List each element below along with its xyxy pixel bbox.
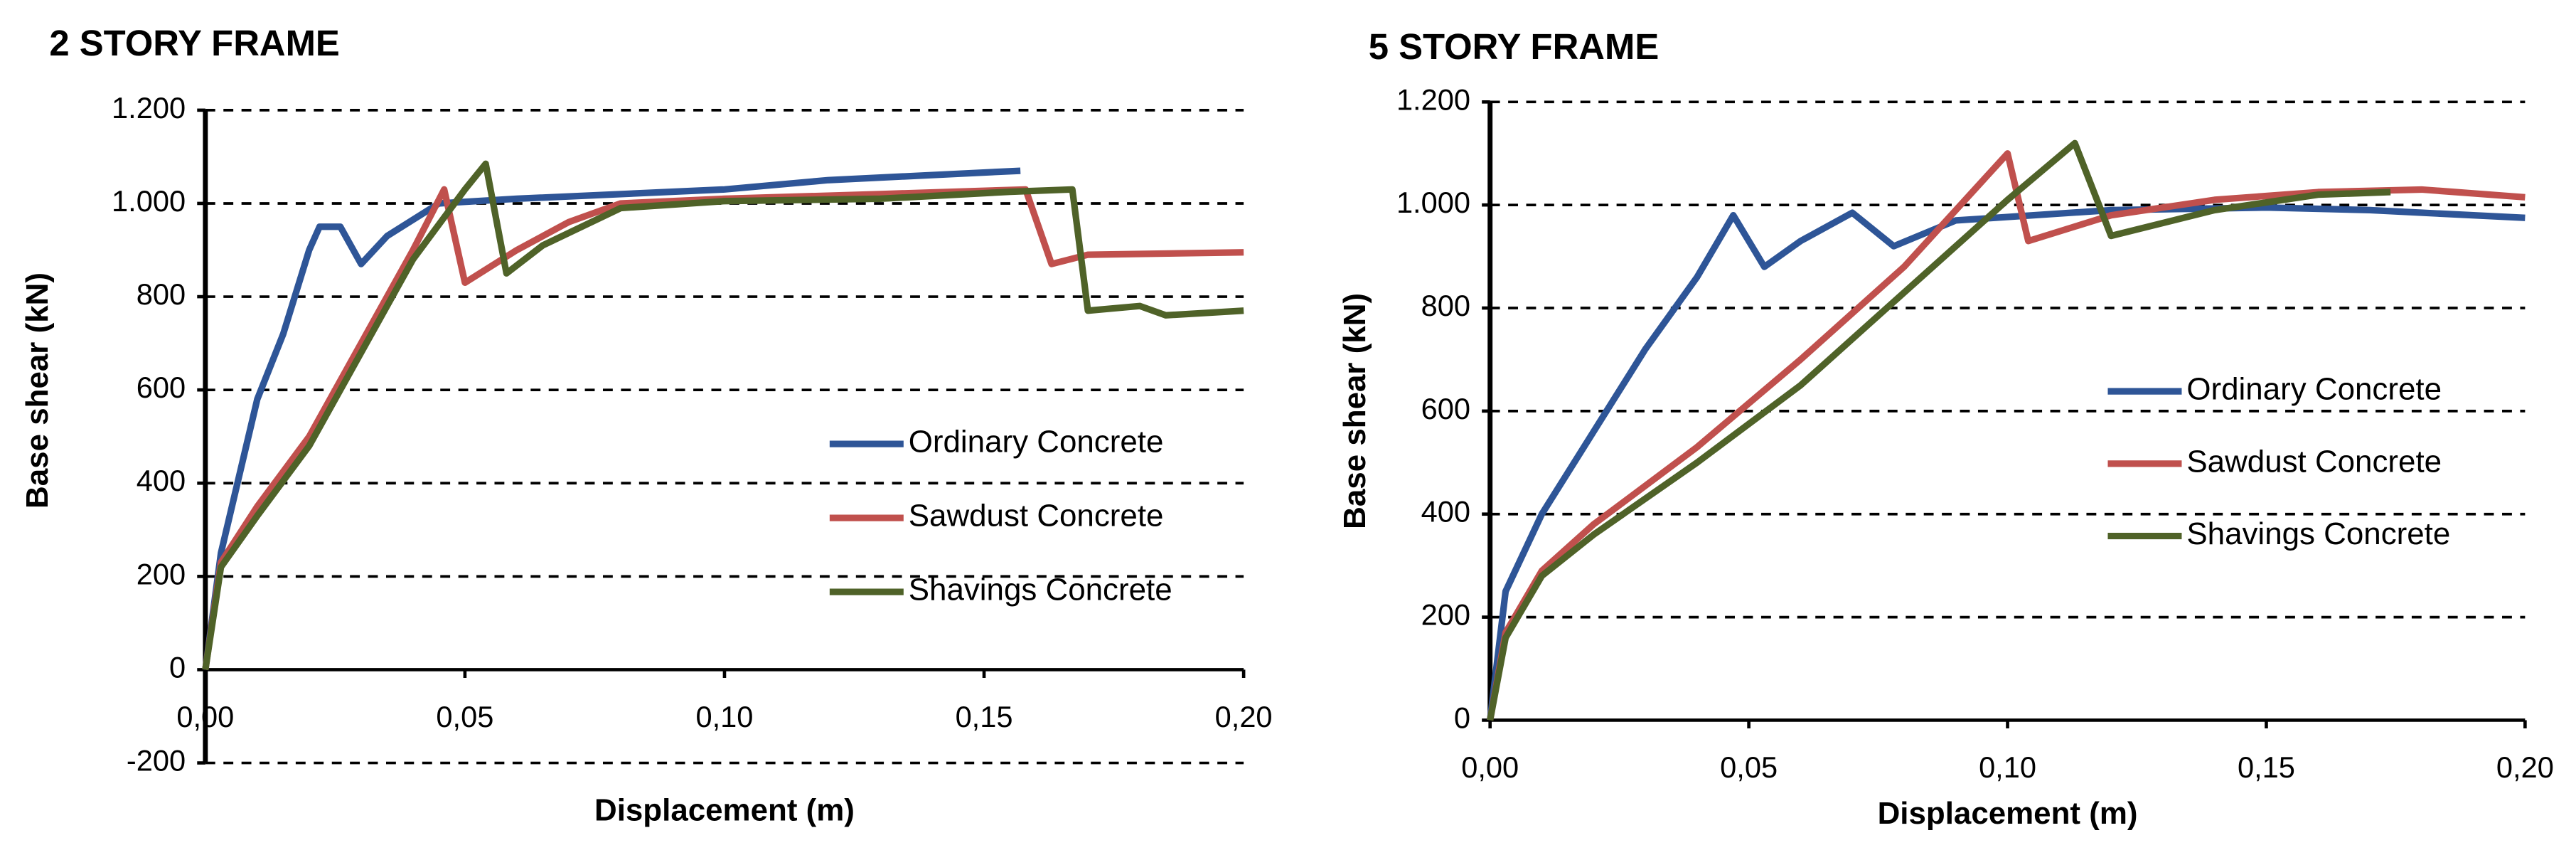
y-tick-label: 400: [1421, 495, 1470, 529]
series-line: [1487, 139, 2391, 721]
y-tick-label: -200: [127, 744, 186, 777]
series-line: [1487, 204, 2526, 721]
y-axis-title: Base shear (kN): [20, 272, 55, 509]
y-tick-label: 0: [169, 650, 186, 684]
legend-label: Shavings Concrete: [2186, 516, 2450, 551]
x-tick-label: 0,10: [1979, 750, 2036, 784]
y-tick-label: 800: [1421, 289, 1470, 322]
legend-label: Sawdust Concrete: [2186, 444, 2442, 479]
y-tick-label: 200: [137, 557, 186, 590]
x-tick-label: 0,20: [2496, 750, 2554, 784]
y-tick-label: 1.200: [1396, 83, 1470, 116]
y-tick-label: 600: [1421, 392, 1470, 425]
chart-title: 5 STORY FRAME: [1369, 26, 1660, 67]
y-tick-label: 1.000: [112, 184, 186, 218]
y-tick-label: 600: [137, 371, 186, 404]
y-tick-label: 1.000: [1396, 186, 1470, 219]
x-tick-label: 0,15: [2238, 750, 2295, 784]
series-line: [202, 186, 1244, 671]
series-line: [1487, 150, 2526, 721]
chart-title: 2 STORY FRAME: [49, 23, 340, 63]
x-tick-label: 0,00: [1461, 750, 1519, 784]
y-tick-label: 400: [137, 464, 186, 497]
x-axis-title: Displacement (m): [594, 792, 855, 827]
x-axis-title: Displacement (m): [1878, 796, 2138, 831]
y-tick-label: 200: [1421, 598, 1470, 632]
y-tick-label: 1.200: [112, 91, 186, 124]
legend-label: Ordinary Concrete: [2186, 372, 2442, 407]
x-tick-label: 0,05: [436, 700, 493, 733]
x-tick-label: 0,15: [956, 700, 1013, 733]
series-line: [202, 167, 1021, 671]
x-tick-label: 0,10: [696, 700, 754, 733]
legend-label: Shavings Concrete: [909, 573, 1172, 607]
legend-label: Sawdust Concrete: [909, 499, 1164, 533]
y-axis-title: Base shear (kN): [1337, 293, 1372, 529]
y-tick-label: 800: [137, 277, 186, 311]
x-tick-label: 0,05: [1720, 750, 1778, 784]
legend-label: Ordinary Concrete: [909, 425, 1164, 460]
x-tick-label: 0,20: [1215, 700, 1273, 733]
series-line: [202, 160, 1244, 671]
y-tick-label: 0: [1454, 701, 1470, 734]
